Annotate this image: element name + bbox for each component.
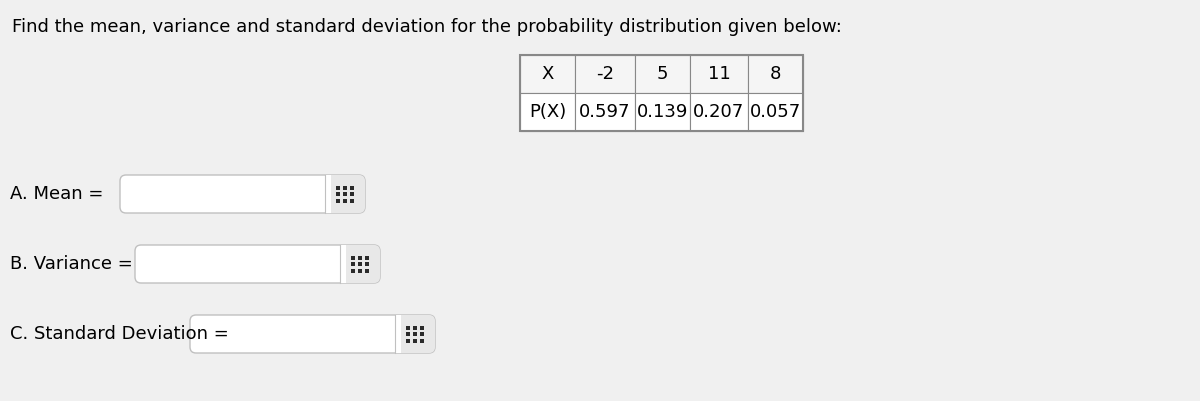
FancyBboxPatch shape [120, 175, 365, 213]
Text: 0.057: 0.057 [750, 103, 802, 121]
Text: 5: 5 [656, 65, 668, 83]
Bar [520, 93, 575, 131]
Text: C. Standard Deviation =: C. Standard Deviation = [10, 325, 229, 343]
Bar [690, 55, 748, 93]
Bar [690, 93, 748, 131]
Bar [340, 245, 346, 283]
FancyBboxPatch shape [325, 175, 365, 213]
Text: 0.139: 0.139 [637, 103, 688, 121]
Bar [748, 55, 803, 93]
Text: 11: 11 [708, 65, 731, 83]
FancyBboxPatch shape [340, 245, 380, 283]
Bar [575, 55, 635, 93]
FancyBboxPatch shape [190, 315, 436, 353]
Text: P(X): P(X) [529, 103, 566, 121]
Text: 0.207: 0.207 [694, 103, 745, 121]
FancyBboxPatch shape [395, 315, 436, 353]
Text: Find the mean, variance and standard deviation for the probability distribution : Find the mean, variance and standard dev… [12, 18, 842, 36]
Text: 0.597: 0.597 [580, 103, 631, 121]
Text: -2: -2 [596, 65, 614, 83]
Bar [520, 55, 575, 93]
Bar [325, 175, 331, 213]
Text: B. Variance =: B. Variance = [10, 255, 133, 273]
Bar [748, 93, 803, 131]
Bar [395, 315, 401, 353]
Text: X: X [541, 65, 553, 83]
Text: A. Mean =: A. Mean = [10, 185, 103, 203]
Bar [635, 93, 690, 131]
FancyBboxPatch shape [134, 245, 380, 283]
Bar [520, 55, 803, 131]
Bar [635, 55, 690, 93]
Bar [575, 93, 635, 131]
Text: 8: 8 [770, 65, 781, 83]
